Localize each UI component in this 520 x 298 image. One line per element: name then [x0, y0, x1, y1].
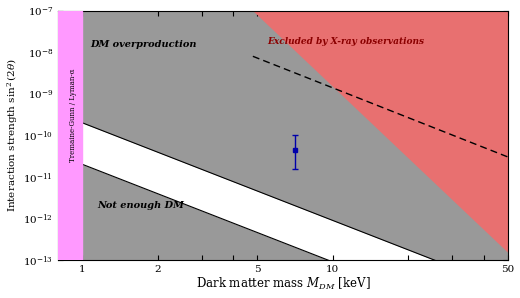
Text: Tremaine-Gunn / Lyman-α: Tremaine-Gunn / Lyman-α — [69, 69, 77, 162]
Bar — [58, 11, 82, 260]
Text: Not enough DM: Not enough DM — [97, 201, 184, 210]
Text: Excluded by X-ray observations: Excluded by X-ray observations — [268, 37, 425, 46]
Text: DM overproduction: DM overproduction — [90, 41, 197, 49]
X-axis label: Dark matter mass $M_{DM}$ [keV]: Dark matter mass $M_{DM}$ [keV] — [196, 276, 370, 292]
Y-axis label: Interaction strength $\sin^2(2\theta)$: Interaction strength $\sin^2(2\theta)$ — [6, 58, 20, 212]
